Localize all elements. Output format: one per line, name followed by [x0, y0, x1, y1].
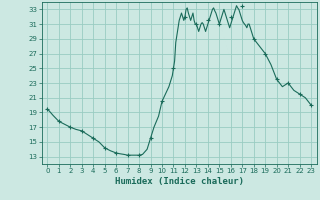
- X-axis label: Humidex (Indice chaleur): Humidex (Indice chaleur): [115, 177, 244, 186]
